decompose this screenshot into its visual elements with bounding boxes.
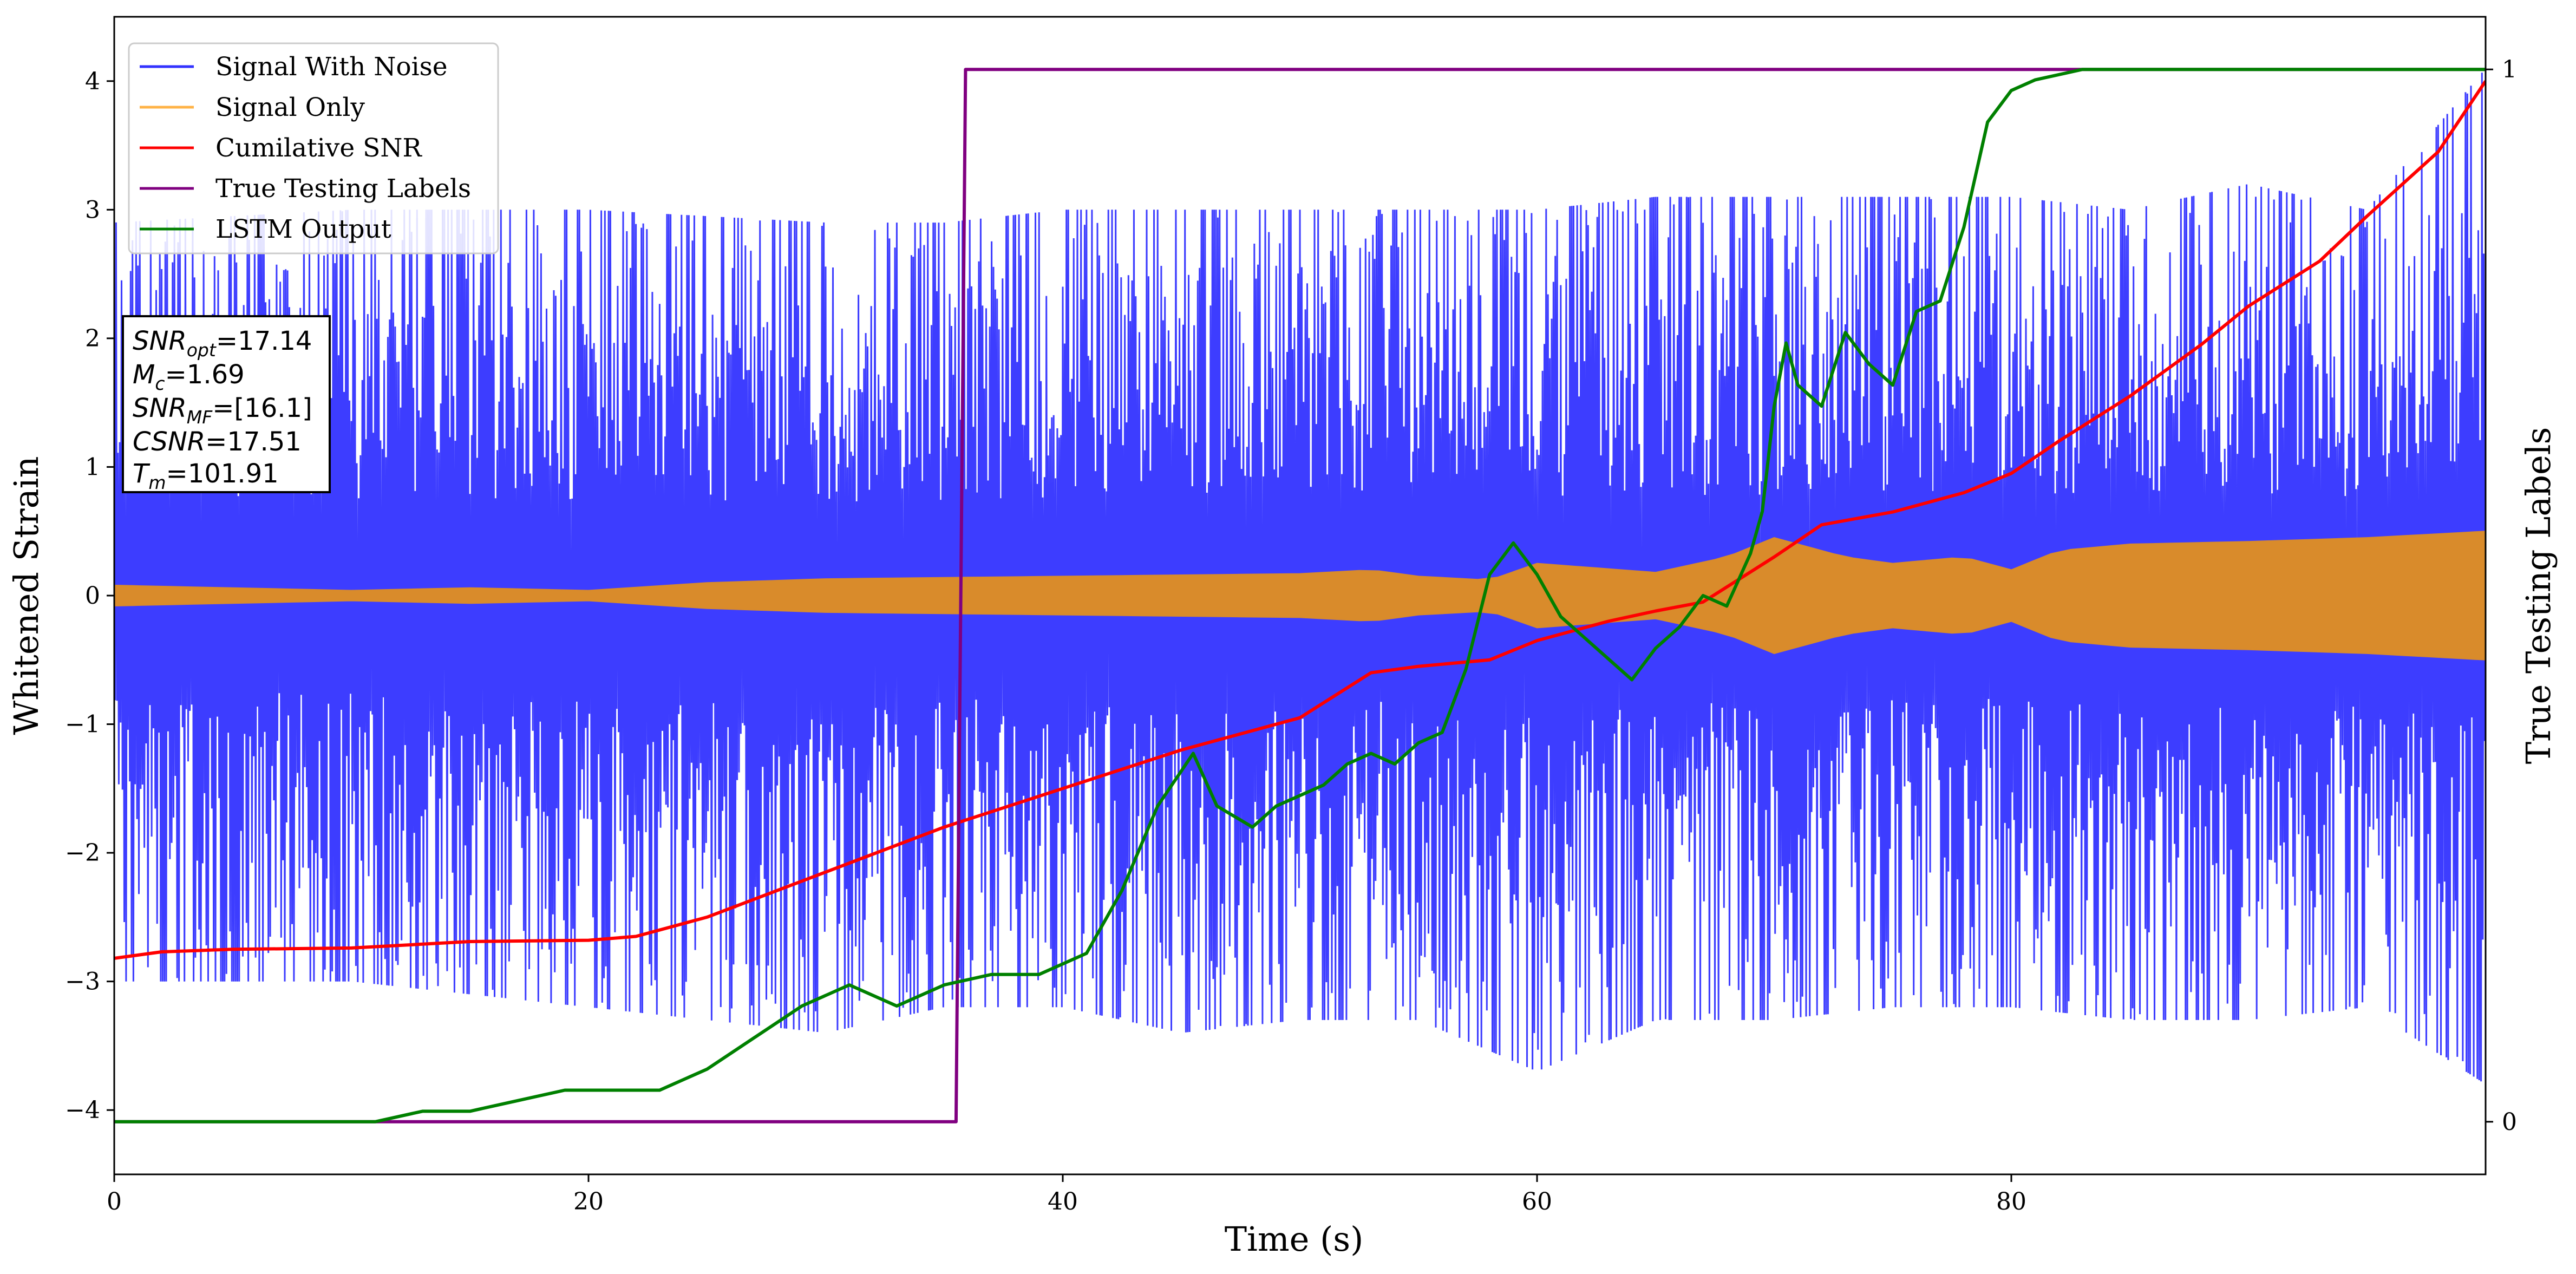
y-tick-label: −1	[65, 711, 100, 739]
y-tick-label: 2	[85, 325, 100, 352]
legend: Signal With Noise Signal Only Cumilative…	[128, 42, 499, 254]
legend-label-lstm-output: LSTM Output	[215, 214, 391, 244]
series-layer	[114, 68, 2486, 1123]
info-snr-mf: SNRMF=[16.1]	[133, 393, 312, 428]
series-cumilative-snr	[114, 80, 2486, 960]
legend-label-true-testing-labels: True Testing Labels	[215, 174, 471, 204]
legend-label-signal-only: Signal Only	[215, 93, 365, 122]
y-tick-label: −3	[65, 968, 100, 996]
y2-tick-label: 1	[2502, 56, 2517, 83]
x-axis-title: Time (s)	[1225, 1219, 1364, 1259]
info-tm: Tm=101.91	[133, 459, 279, 493]
y-tick-label: 4	[85, 68, 100, 95]
legend-label-signal-with-noise: Signal With Noise	[215, 52, 448, 82]
y2-tick-label: 0	[2502, 1108, 2517, 1136]
x-tick-label: 40	[1048, 1188, 1078, 1216]
legend-frame	[128, 42, 499, 254]
x-tick-label: 60	[1522, 1188, 1552, 1216]
y-tick-label: −4	[65, 1096, 100, 1124]
series-signal-with-noise	[114, 73, 2486, 1082]
y-tick-label: 3	[85, 196, 100, 224]
series-lstm-output	[114, 68, 2486, 1123]
x-tick-label: 20	[573, 1188, 604, 1216]
info-box: SNRopt=17.14 Mc=1.69 SNRMF=[16.1] CSNR=1…	[122, 315, 331, 493]
series-true-testing-labels	[114, 68, 2486, 1123]
info-mc: Mc=1.69	[133, 360, 245, 394]
info-box-frame	[122, 315, 331, 493]
legend-label-cumilative-snr: Cumilative SNR	[215, 133, 422, 163]
y-tick-label: −2	[65, 839, 100, 867]
info-snr-opt: SNRopt=17.14	[133, 326, 312, 361]
y-axis-title: Whitened Strain	[6, 456, 46, 735]
y2-axis-title: True Testing Labels	[2519, 427, 2558, 765]
y-tick-label: 0	[85, 582, 100, 610]
x-tick-label: 80	[1996, 1188, 2026, 1216]
x-tick-label: 0	[107, 1188, 122, 1216]
series-signal-only	[114, 531, 2486, 661]
info-csnr: CSNR=17.51	[133, 427, 302, 457]
y-tick-label: 1	[85, 453, 100, 481]
